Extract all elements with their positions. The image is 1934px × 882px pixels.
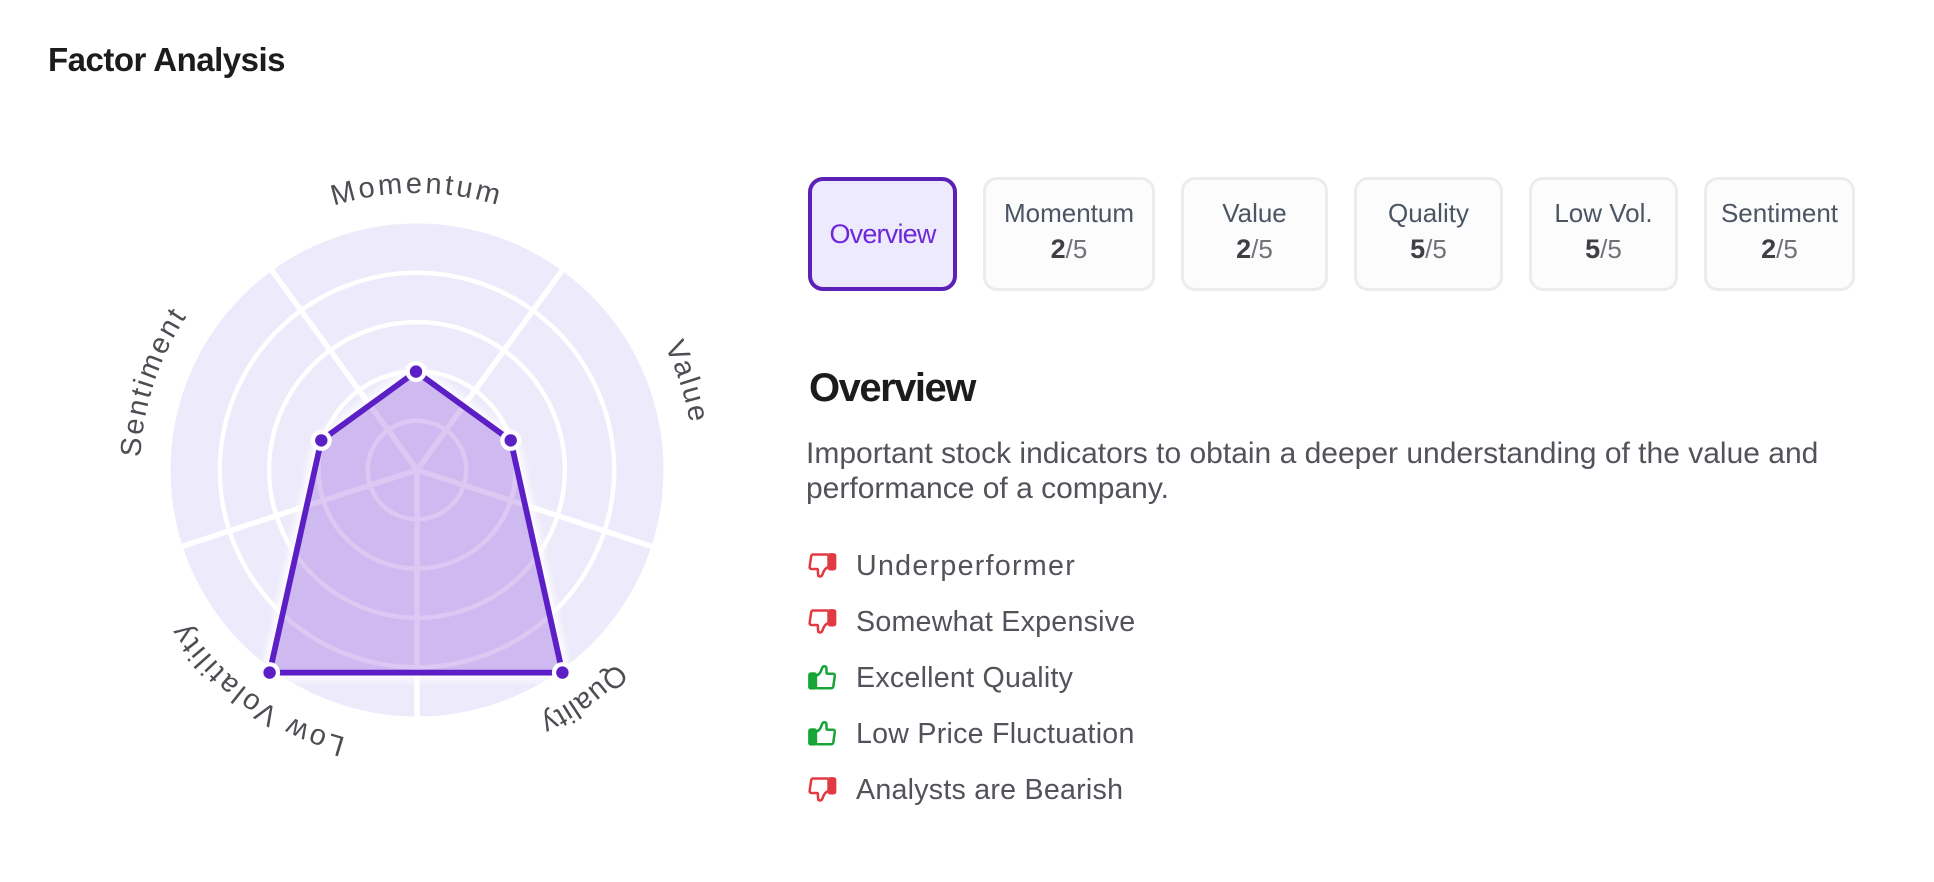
- svg-text:Value: Value: [658, 336, 714, 427]
- svg-text:Momentum: Momentum: [327, 169, 506, 212]
